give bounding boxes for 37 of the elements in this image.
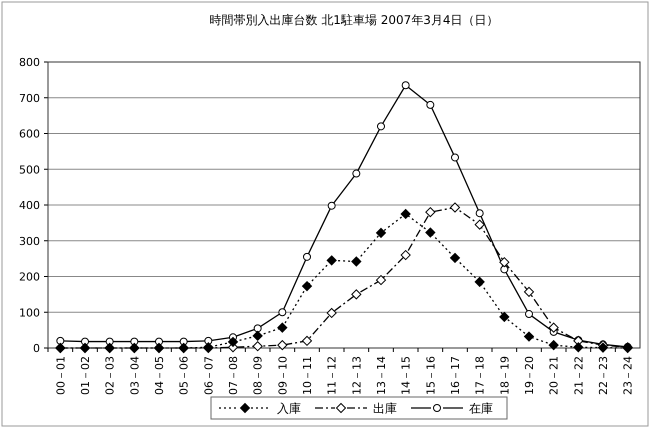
x-tick-label: 12－13: [350, 356, 364, 395]
x-tick-label: 04－05: [153, 356, 166, 395]
y-tick-label: 700: [19, 92, 40, 105]
chart-title: 時間帯別入出庫台数 北1駐車場 2007年3月4日（日）: [209, 13, 499, 27]
x-tick-label: 07－08: [227, 356, 240, 395]
x-tick-label: 22－23: [597, 356, 610, 395]
x-tick-label: 19－20: [523, 356, 536, 395]
x-tick-label: 17－18: [474, 356, 487, 395]
y-tick-label: 100: [19, 306, 40, 320]
y-tick-label: 600: [19, 128, 40, 140]
x-tick-label: 18－19: [498, 356, 512, 395]
x-tick-label: 20－21: [548, 356, 561, 395]
y-tick-label: 500: [19, 163, 40, 176]
legend-label: 出庫: [373, 402, 397, 416]
x-tick-label: 00－01: [54, 356, 68, 395]
x-tick-label: 03－04: [128, 356, 142, 395]
x-tick-label: 16－17: [449, 356, 462, 395]
x-tick-label: 14－15: [400, 356, 413, 395]
legend-label: 在庫: [469, 402, 493, 416]
x-tick-label: 01－02: [79, 356, 92, 395]
y-tick-label: 400: [19, 199, 40, 212]
y-tick-label: 800: [19, 56, 40, 69]
y-tick-label: 0: [33, 342, 40, 355]
y-tick-label: 200: [19, 270, 40, 284]
x-tick-label: 11－12: [326, 356, 339, 395]
x-tick-label: 02－03: [104, 356, 117, 395]
x-tick-label: 15－16: [424, 356, 438, 395]
legend-label: 入庫: [277, 402, 301, 416]
x-tick-label: 13－14: [375, 356, 388, 395]
x-tick-label: 06－07: [202, 356, 216, 395]
y-tick-label: 300: [19, 234, 40, 248]
x-tick-label: 05－06: [178, 356, 191, 395]
x-tick-label: 23－24: [622, 356, 635, 395]
x-tick-label: 10－11: [301, 356, 314, 395]
x-tick-label: 08－09: [252, 356, 265, 395]
x-tick-label: 09－10: [276, 356, 290, 395]
x-tick-label: 21－22: [572, 356, 586, 395]
